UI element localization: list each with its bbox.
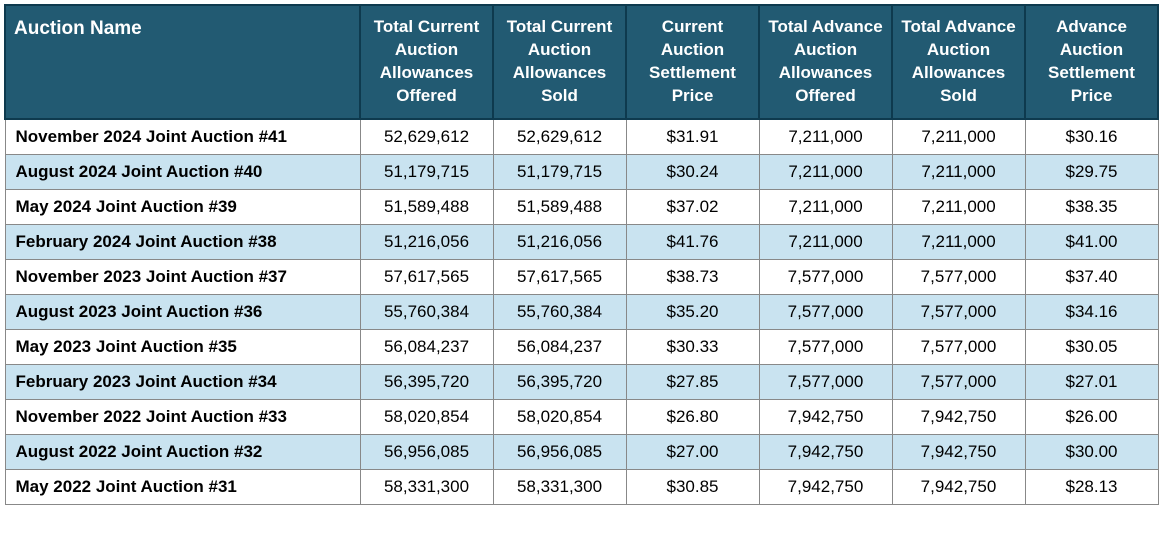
- cell-auction-name: August 2024 Joint Auction #40: [5, 154, 360, 189]
- cell-value: 56,084,237: [360, 329, 493, 364]
- cell-auction-name: August 2022 Joint Auction #32: [5, 434, 360, 469]
- cell-value: 58,331,300: [493, 469, 626, 504]
- cell-value: 7,211,000: [892, 224, 1025, 259]
- cell-value: $37.40: [1025, 259, 1158, 294]
- cell-value: 7,577,000: [759, 364, 892, 399]
- col-header-advance-offered: Total Advance Auction Allowances Offered: [759, 5, 892, 119]
- cell-value: 56,395,720: [360, 364, 493, 399]
- cell-value: $30.24: [626, 154, 759, 189]
- cell-value: $34.16: [1025, 294, 1158, 329]
- table-row: August 2024 Joint Auction #4051,179,7155…: [5, 154, 1158, 189]
- cell-value: $30.16: [1025, 119, 1158, 155]
- cell-value: 51,216,056: [493, 224, 626, 259]
- cell-auction-name: November 2024 Joint Auction #41: [5, 119, 360, 155]
- table-row: November 2022 Joint Auction #3358,020,85…: [5, 399, 1158, 434]
- cell-value: $27.00: [626, 434, 759, 469]
- cell-value: 55,760,384: [493, 294, 626, 329]
- cell-value: 51,589,488: [360, 189, 493, 224]
- cell-value: 7,577,000: [759, 259, 892, 294]
- cell-auction-name: February 2023 Joint Auction #34: [5, 364, 360, 399]
- table-row: November 2024 Joint Auction #4152,629,61…: [5, 119, 1158, 155]
- cell-value: 7,211,000: [759, 224, 892, 259]
- cell-value: $27.01: [1025, 364, 1158, 399]
- cell-value: 7,211,000: [892, 154, 1025, 189]
- cell-value: 7,211,000: [759, 119, 892, 155]
- cell-value: 7,577,000: [892, 259, 1025, 294]
- cell-value: 51,216,056: [360, 224, 493, 259]
- cell-value: $30.85: [626, 469, 759, 504]
- cell-value: 58,020,854: [360, 399, 493, 434]
- cell-value: 7,577,000: [759, 329, 892, 364]
- cell-value: $31.91: [626, 119, 759, 155]
- cell-value: 51,179,715: [493, 154, 626, 189]
- cell-value: 7,942,750: [759, 469, 892, 504]
- cell-value: 7,942,750: [892, 399, 1025, 434]
- cell-value: 56,084,237: [493, 329, 626, 364]
- cell-value: 7,211,000: [759, 154, 892, 189]
- cell-value: 52,629,612: [360, 119, 493, 155]
- cell-value: $29.75: [1025, 154, 1158, 189]
- cell-value: 58,020,854: [493, 399, 626, 434]
- cell-value: 57,617,565: [360, 259, 493, 294]
- table-row: August 2023 Joint Auction #3655,760,3845…: [5, 294, 1158, 329]
- cell-value: 7,211,000: [759, 189, 892, 224]
- cell-value: 51,589,488: [493, 189, 626, 224]
- table-body: November 2024 Joint Auction #4152,629,61…: [5, 119, 1158, 505]
- col-header-advance-sold: Total Advance Auction Allowances Sold: [892, 5, 1025, 119]
- col-header-current-price: Current Auction Settlement Price: [626, 5, 759, 119]
- cell-value: $41.76: [626, 224, 759, 259]
- cell-value: 7,211,000: [892, 189, 1025, 224]
- cell-value: 56,956,085: [360, 434, 493, 469]
- cell-value: $38.73: [626, 259, 759, 294]
- col-header-auction-name: Auction Name: [5, 5, 360, 119]
- cell-value: 7,942,750: [759, 434, 892, 469]
- cell-value: 57,617,565: [493, 259, 626, 294]
- col-header-current-sold: Total Current Auction Allowances Sold: [493, 5, 626, 119]
- cell-value: $37.02: [626, 189, 759, 224]
- cell-auction-name: August 2023 Joint Auction #36: [5, 294, 360, 329]
- cell-value: $26.80: [626, 399, 759, 434]
- table-row: August 2022 Joint Auction #3256,956,0855…: [5, 434, 1158, 469]
- cell-auction-name: February 2024 Joint Auction #38: [5, 224, 360, 259]
- cell-value: 7,577,000: [892, 294, 1025, 329]
- cell-value: $30.33: [626, 329, 759, 364]
- cell-value: 52,629,612: [493, 119, 626, 155]
- cell-value: 7,577,000: [759, 294, 892, 329]
- table-row: November 2023 Joint Auction #3757,617,56…: [5, 259, 1158, 294]
- table-row: February 2023 Joint Auction #3456,395,72…: [5, 364, 1158, 399]
- cell-value: 56,956,085: [493, 434, 626, 469]
- cell-value: $30.00: [1025, 434, 1158, 469]
- auction-table: Auction Name Total Current Auction Allow…: [4, 4, 1159, 505]
- cell-auction-name: November 2023 Joint Auction #37: [5, 259, 360, 294]
- cell-value: 58,331,300: [360, 469, 493, 504]
- cell-auction-name: May 2023 Joint Auction #35: [5, 329, 360, 364]
- cell-value: $27.85: [626, 364, 759, 399]
- cell-value: 7,942,750: [892, 434, 1025, 469]
- cell-auction-name: November 2022 Joint Auction #33: [5, 399, 360, 434]
- table-header: Auction Name Total Current Auction Allow…: [5, 5, 1158, 119]
- cell-value: 7,211,000: [892, 119, 1025, 155]
- col-header-current-offered: Total Current Auction Allowances Offered: [360, 5, 493, 119]
- cell-value: $41.00: [1025, 224, 1158, 259]
- table-row: May 2022 Joint Auction #3158,331,30058,3…: [5, 469, 1158, 504]
- cell-value: 7,577,000: [892, 364, 1025, 399]
- cell-value: $38.35: [1025, 189, 1158, 224]
- cell-auction-name: May 2024 Joint Auction #39: [5, 189, 360, 224]
- cell-value: 7,942,750: [759, 399, 892, 434]
- table-row: February 2024 Joint Auction #3851,216,05…: [5, 224, 1158, 259]
- table-row: May 2023 Joint Auction #3556,084,23756,0…: [5, 329, 1158, 364]
- cell-value: 56,395,720: [493, 364, 626, 399]
- cell-value: $26.00: [1025, 399, 1158, 434]
- cell-value: $28.13: [1025, 469, 1158, 504]
- col-header-advance-price: Advance Auction Settlement Price: [1025, 5, 1158, 119]
- cell-value: $30.05: [1025, 329, 1158, 364]
- cell-value: $35.20: [626, 294, 759, 329]
- cell-value: 7,577,000: [892, 329, 1025, 364]
- cell-auction-name: May 2022 Joint Auction #31: [5, 469, 360, 504]
- cell-value: 55,760,384: [360, 294, 493, 329]
- cell-value: 51,179,715: [360, 154, 493, 189]
- table-row: May 2024 Joint Auction #3951,589,48851,5…: [5, 189, 1158, 224]
- cell-value: 7,942,750: [892, 469, 1025, 504]
